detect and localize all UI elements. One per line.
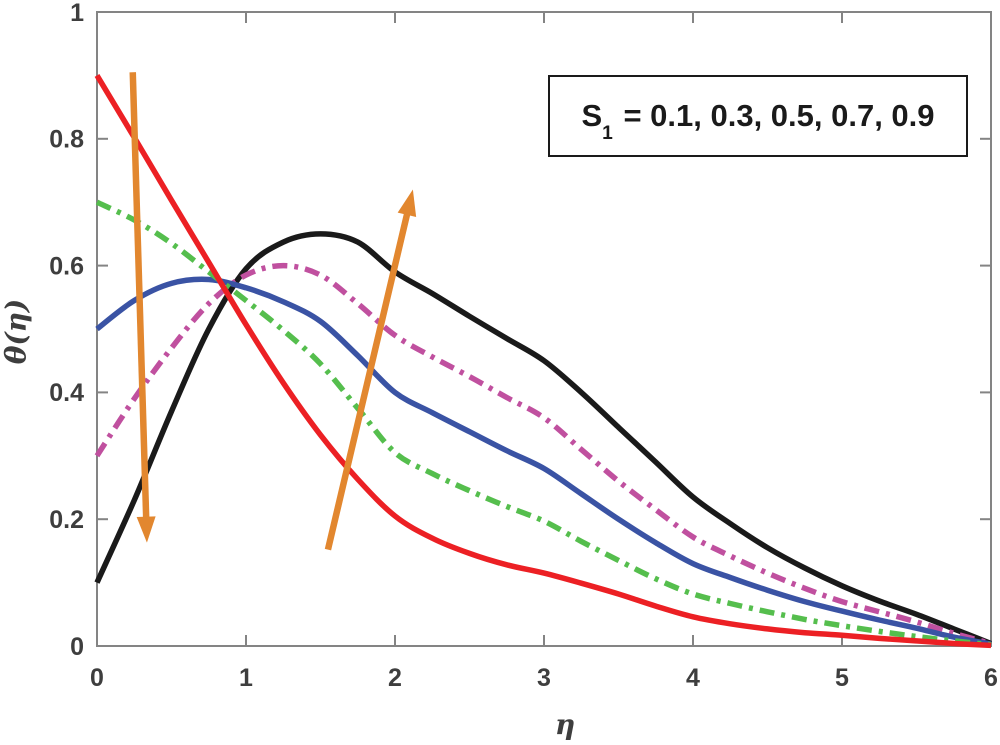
curve-s1-0p3: [94, 262, 992, 647]
decreasing-trend-arrow-head: [136, 516, 156, 543]
x-tick-label: 4: [686, 664, 700, 692]
increasing-trend-arrow-head: [397, 189, 417, 218]
x-tick-label: 3: [537, 664, 551, 692]
y-tick-label: 0.2: [49, 506, 84, 534]
x-tick-label: 6: [984, 664, 998, 692]
y-tick-label: 1: [70, 0, 84, 27]
y-tick-label: 0.4: [49, 379, 84, 407]
decreasing-trend-arrow: [129, 72, 150, 520]
annotation-box: S1 = 0.1, 0.3, 0.5, 0.7, 0.9: [548, 75, 968, 157]
annotation-text: S1 = 0.1, 0.3, 0.5, 0.7, 0.9: [581, 98, 935, 144]
x-tick-label: 0: [90, 664, 104, 692]
curve-s1-0p1: [94, 231, 993, 647]
curve-s1-0p7: [95, 199, 992, 648]
x-axis-label: η: [554, 708, 576, 741]
y-axis-label: θ(η): [0, 298, 33, 365]
curve-s1-0p5: [95, 276, 992, 647]
x-tick-label: 1: [239, 664, 253, 692]
y-tick-label: 0.8: [49, 126, 84, 154]
x-tick-label: 5: [835, 664, 849, 692]
y-tick-label: 0.6: [49, 252, 84, 280]
y-tick-label: 0: [70, 633, 84, 661]
increasing-trend-arrow: [324, 211, 411, 551]
curve-s1-0p9: [94, 73, 992, 649]
x-tick-label: 2: [388, 664, 402, 692]
